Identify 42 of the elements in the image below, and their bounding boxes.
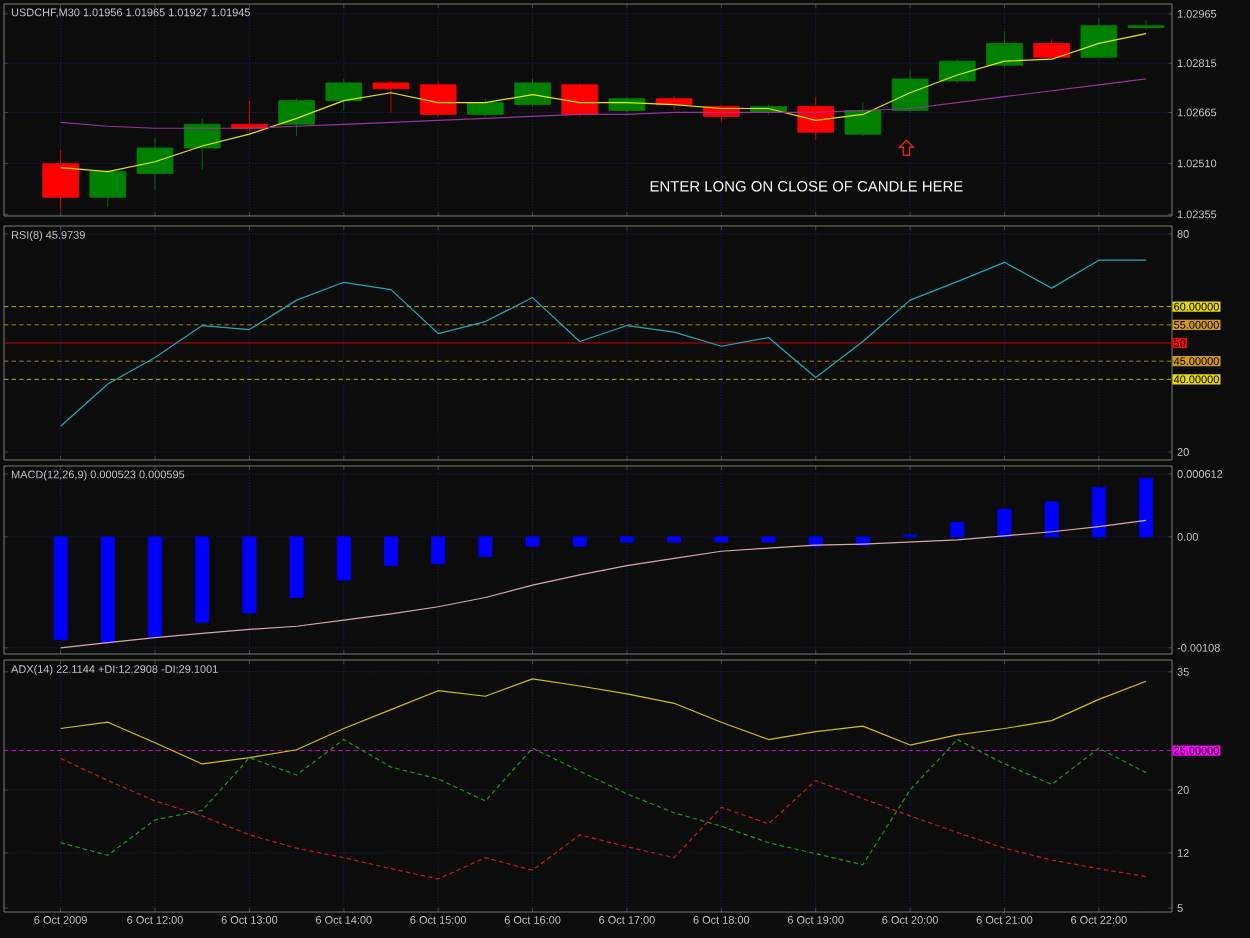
bar [1091,487,1106,538]
bar [431,536,446,564]
candlestick [372,80,410,113]
candlestick [136,137,174,190]
bar [195,536,210,623]
candlestick [183,117,221,171]
candlestick [1127,19,1165,31]
bar [997,508,1012,538]
bar [1044,501,1059,538]
candlestick [891,68,929,113]
bar [100,536,115,644]
bar [761,536,776,543]
bar [148,536,163,637]
bar [242,536,257,614]
candlestick [325,78,363,111]
candlestick [278,98,315,137]
candlestick [844,102,882,137]
candlestick [89,169,127,208]
candlestick [42,149,79,212]
candlestick [1033,39,1070,60]
line-series [60,757,1147,880]
bar [383,536,398,567]
candlestick [986,31,1023,68]
line-series [60,738,1147,866]
candlestick [419,80,457,117]
bar [667,536,682,543]
bar [1139,477,1154,538]
line-series [60,259,1147,427]
bar [53,536,68,641]
candlestick [561,82,599,117]
bar [336,536,351,581]
bar [572,536,587,547]
bar [478,536,493,557]
line-series [60,678,1147,765]
bar [950,522,965,538]
bar [525,536,540,547]
bar [619,536,634,543]
candlestick [797,96,835,141]
candlestick [514,78,551,107]
bar [714,536,729,543]
bar [289,536,304,598]
candlestick [1080,17,1118,58]
